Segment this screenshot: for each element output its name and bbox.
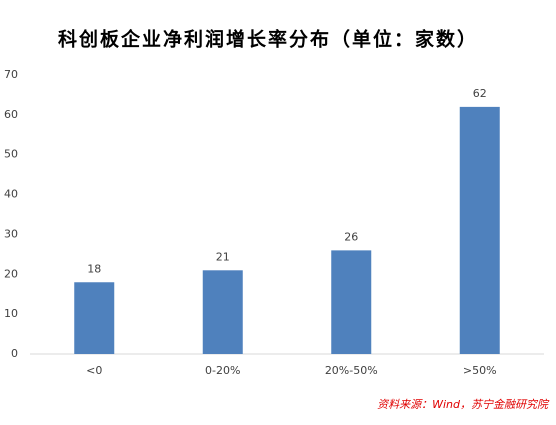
bar: [74, 282, 115, 354]
x-tick-label: <0: [86, 364, 102, 377]
source-note: 资料来源：Wind，苏宁金融研究院: [377, 398, 550, 411]
data-label: 62: [473, 87, 487, 100]
y-tick-label: 40: [4, 188, 18, 201]
chart-title: 科创板企业净利润增长率分布（单位：家数）: [58, 28, 478, 51]
data-label: 18: [87, 262, 101, 275]
x-tick-label: 20%-50%: [325, 364, 378, 377]
y-tick-label: 10: [4, 307, 18, 320]
y-tick-label: 70: [4, 68, 18, 81]
x-tick-label: 0-20%: [205, 364, 240, 377]
data-label: 26: [344, 230, 358, 243]
bar: [459, 106, 500, 354]
data-label: 21: [216, 250, 230, 263]
y-tick-label: 30: [4, 227, 18, 240]
x-tick-label: >50%: [463, 364, 497, 377]
y-tick-label: 60: [4, 108, 18, 121]
y-tick-label: 50: [4, 148, 18, 161]
bar: [202, 270, 243, 354]
y-tick-label: 0: [11, 347, 18, 360]
bar: [331, 250, 372, 354]
y-tick-label: 20: [4, 267, 18, 280]
